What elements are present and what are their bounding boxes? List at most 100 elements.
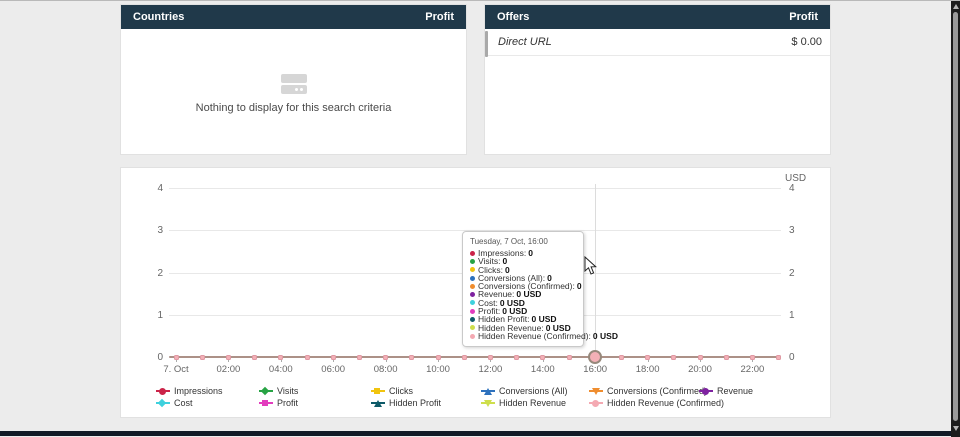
offers-panel: Offers Profit Direct URL $ 0.00 <box>484 4 831 155</box>
x-axis-label: 16:00 <box>583 364 608 375</box>
axis-tick <box>228 358 230 362</box>
data-point-marker[interactable] <box>697 354 703 360</box>
x-axis-label: 02:00 <box>216 364 241 375</box>
legend-marker <box>481 399 495 408</box>
series-color-bullet <box>470 292 475 298</box>
legend-label: Profit <box>277 398 299 408</box>
x-axis-label: 06:00 <box>321 364 346 375</box>
offers-list-scrollbar[interactable] <box>485 31 488 57</box>
countries-empty-state: Nothing to display for this search crite… <box>121 74 466 114</box>
data-point-marker[interactable] <box>356 354 362 360</box>
data-point-marker[interactable] <box>278 354 284 360</box>
page-scrollbar[interactable] <box>951 1 960 437</box>
tooltip-item-profit: Profit: 0 USD <box>470 307 576 315</box>
series-color-bullet <box>470 325 475 331</box>
data-point-marker[interactable] <box>461 354 467 360</box>
tooltip-title: Tuesday, 7 Oct, 16:00 <box>470 237 548 246</box>
data-point-marker[interactable] <box>199 354 205 360</box>
scrollbar-thumb[interactable] <box>953 12 958 421</box>
legend-label: Hidden Revenue (Confirmed) <box>607 398 725 408</box>
offers-profit-column-label: Profit <box>789 11 818 23</box>
y-axis-label-right: 2 <box>789 267 795 279</box>
x-axis-label: 10:00 <box>426 364 450 375</box>
circle-marker-icon <box>702 387 709 395</box>
legend-item-impressions[interactable]: Impressions <box>156 386 223 396</box>
series-color-bullet <box>470 267 475 273</box>
y-axis-label-left: 2 <box>157 267 163 279</box>
legend-marker <box>589 399 603 408</box>
countries-panel: Countries Profit Nothing to display for … <box>120 4 467 155</box>
gridline <box>169 188 781 189</box>
offers-panel-title: Offers <box>497 11 530 23</box>
axis-tick <box>647 358 649 362</box>
data-point-marker[interactable] <box>749 354 755 360</box>
data-point-marker[interactable] <box>225 354 231 360</box>
diamond-marker-icon <box>157 398 167 407</box>
bottom-window-edge <box>0 431 960 436</box>
tooltip-item-hidden-profit: Hidden Profit: 0 USD <box>470 315 576 324</box>
countries-panel-header: Countries Profit <box>121 5 466 29</box>
series-color-bullet <box>470 275 475 281</box>
mouse-cursor-icon <box>584 256 597 275</box>
data-point-marker[interactable] <box>723 354 729 360</box>
data-point-marker[interactable] <box>618 354 624 360</box>
legend-item-conversions-all[interactable]: Conversions (All) <box>481 386 568 396</box>
data-point-marker[interactable] <box>435 354 441 360</box>
countries-panel-title: Countries <box>133 11 185 23</box>
y-axis-label-right: 1 <box>789 309 795 321</box>
series-color-bullet <box>470 258 475 264</box>
data-point-marker[interactable] <box>645 354 651 360</box>
y-axis-label-left: 0 <box>157 352 163 363</box>
circle-marker-icon <box>592 399 599 407</box>
x-axis-label: 20:00 <box>688 364 712 375</box>
offers-panel-header: Offers Profit <box>485 5 830 29</box>
tooltip-item-conversions-all: Conversions (All): 0 <box>470 273 576 282</box>
x-axis-label: 18:00 <box>635 364 660 375</box>
diamond-marker-icon <box>260 386 270 395</box>
data-point-marker[interactable] <box>487 354 493 360</box>
data-point-marker[interactable] <box>540 354 546 360</box>
legend-item-hidden-profit[interactable]: Hidden Profit <box>371 398 441 408</box>
legend-marker <box>481 387 495 396</box>
legend-label: Cost <box>174 398 193 408</box>
axis-tick <box>700 358 701 362</box>
legend-item-revenue[interactable]: Revenue <box>699 386 753 396</box>
legend-item-hidden-revenue[interactable]: Hidden Revenue <box>481 398 566 408</box>
data-point-marker[interactable] <box>252 354 258 360</box>
data-point-marker[interactable] <box>409 354 415 360</box>
legend-label: Clicks <box>389 386 413 396</box>
data-point-marker[interactable] <box>330 354 336 360</box>
legend-label: Conversions (All) <box>499 386 568 396</box>
data-point-marker[interactable] <box>383 354 389 360</box>
data-point-marker[interactable] <box>671 354 677 360</box>
legend-item-clicks[interactable]: Clicks <box>371 386 413 396</box>
offers-table-row[interactable]: Direct URL $ 0.00 <box>485 29 830 56</box>
data-point-marker[interactable] <box>304 354 310 360</box>
legend-marker <box>259 386 273 396</box>
legend-marker <box>259 399 273 408</box>
legend-item-cost[interactable]: Cost <box>156 398 193 408</box>
scrollbar-up-icon[interactable] <box>952 4 959 9</box>
data-point-marker[interactable] <box>776 354 782 360</box>
data-point-marker[interactable] <box>173 354 179 360</box>
series-color-bullet <box>470 308 475 314</box>
hovered-data-point[interactable] <box>588 350 603 364</box>
legend-marker <box>699 387 713 396</box>
legend-item-conversions-confirmed[interactable]: Conversions (Confirmed) <box>589 386 707 396</box>
axis-tick <box>176 358 177 362</box>
offer-name[interactable]: Direct URL <box>498 36 552 48</box>
legend-item-visits[interactable]: Visits <box>259 386 298 396</box>
chart-tooltip: Tuesday, 7 Oct, 16:00 Impressions: 0 Visit… <box>462 231 618 348</box>
series-zero-line <box>169 356 779 358</box>
legend-marker <box>156 398 170 408</box>
x-axis-label: 7. Oct <box>163 364 189 375</box>
data-point-marker[interactable] <box>514 354 520 360</box>
scrollbar-down-icon[interactable] <box>952 426 959 431</box>
legend-item-profit[interactable]: Profit <box>259 398 298 408</box>
legend-item-hidden-revenue-confirmed[interactable]: Hidden Revenue (Confirmed) <box>589 398 724 408</box>
data-point-marker[interactable] <box>566 354 572 360</box>
legend-marker <box>589 387 603 396</box>
y-axis-label-left: 3 <box>157 225 163 237</box>
chart-plot-area: USD Tuesday, 7 Oct, 16:00 Impressions: 0 V… <box>121 168 830 417</box>
axis-tick <box>438 358 439 362</box>
